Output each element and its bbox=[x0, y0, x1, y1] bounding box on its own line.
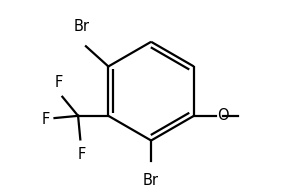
Text: Br: Br bbox=[74, 19, 89, 34]
Text: O: O bbox=[218, 108, 229, 123]
Text: Br: Br bbox=[143, 173, 159, 188]
Text: F: F bbox=[77, 147, 86, 162]
Text: F: F bbox=[42, 112, 50, 127]
Text: F: F bbox=[54, 75, 62, 90]
